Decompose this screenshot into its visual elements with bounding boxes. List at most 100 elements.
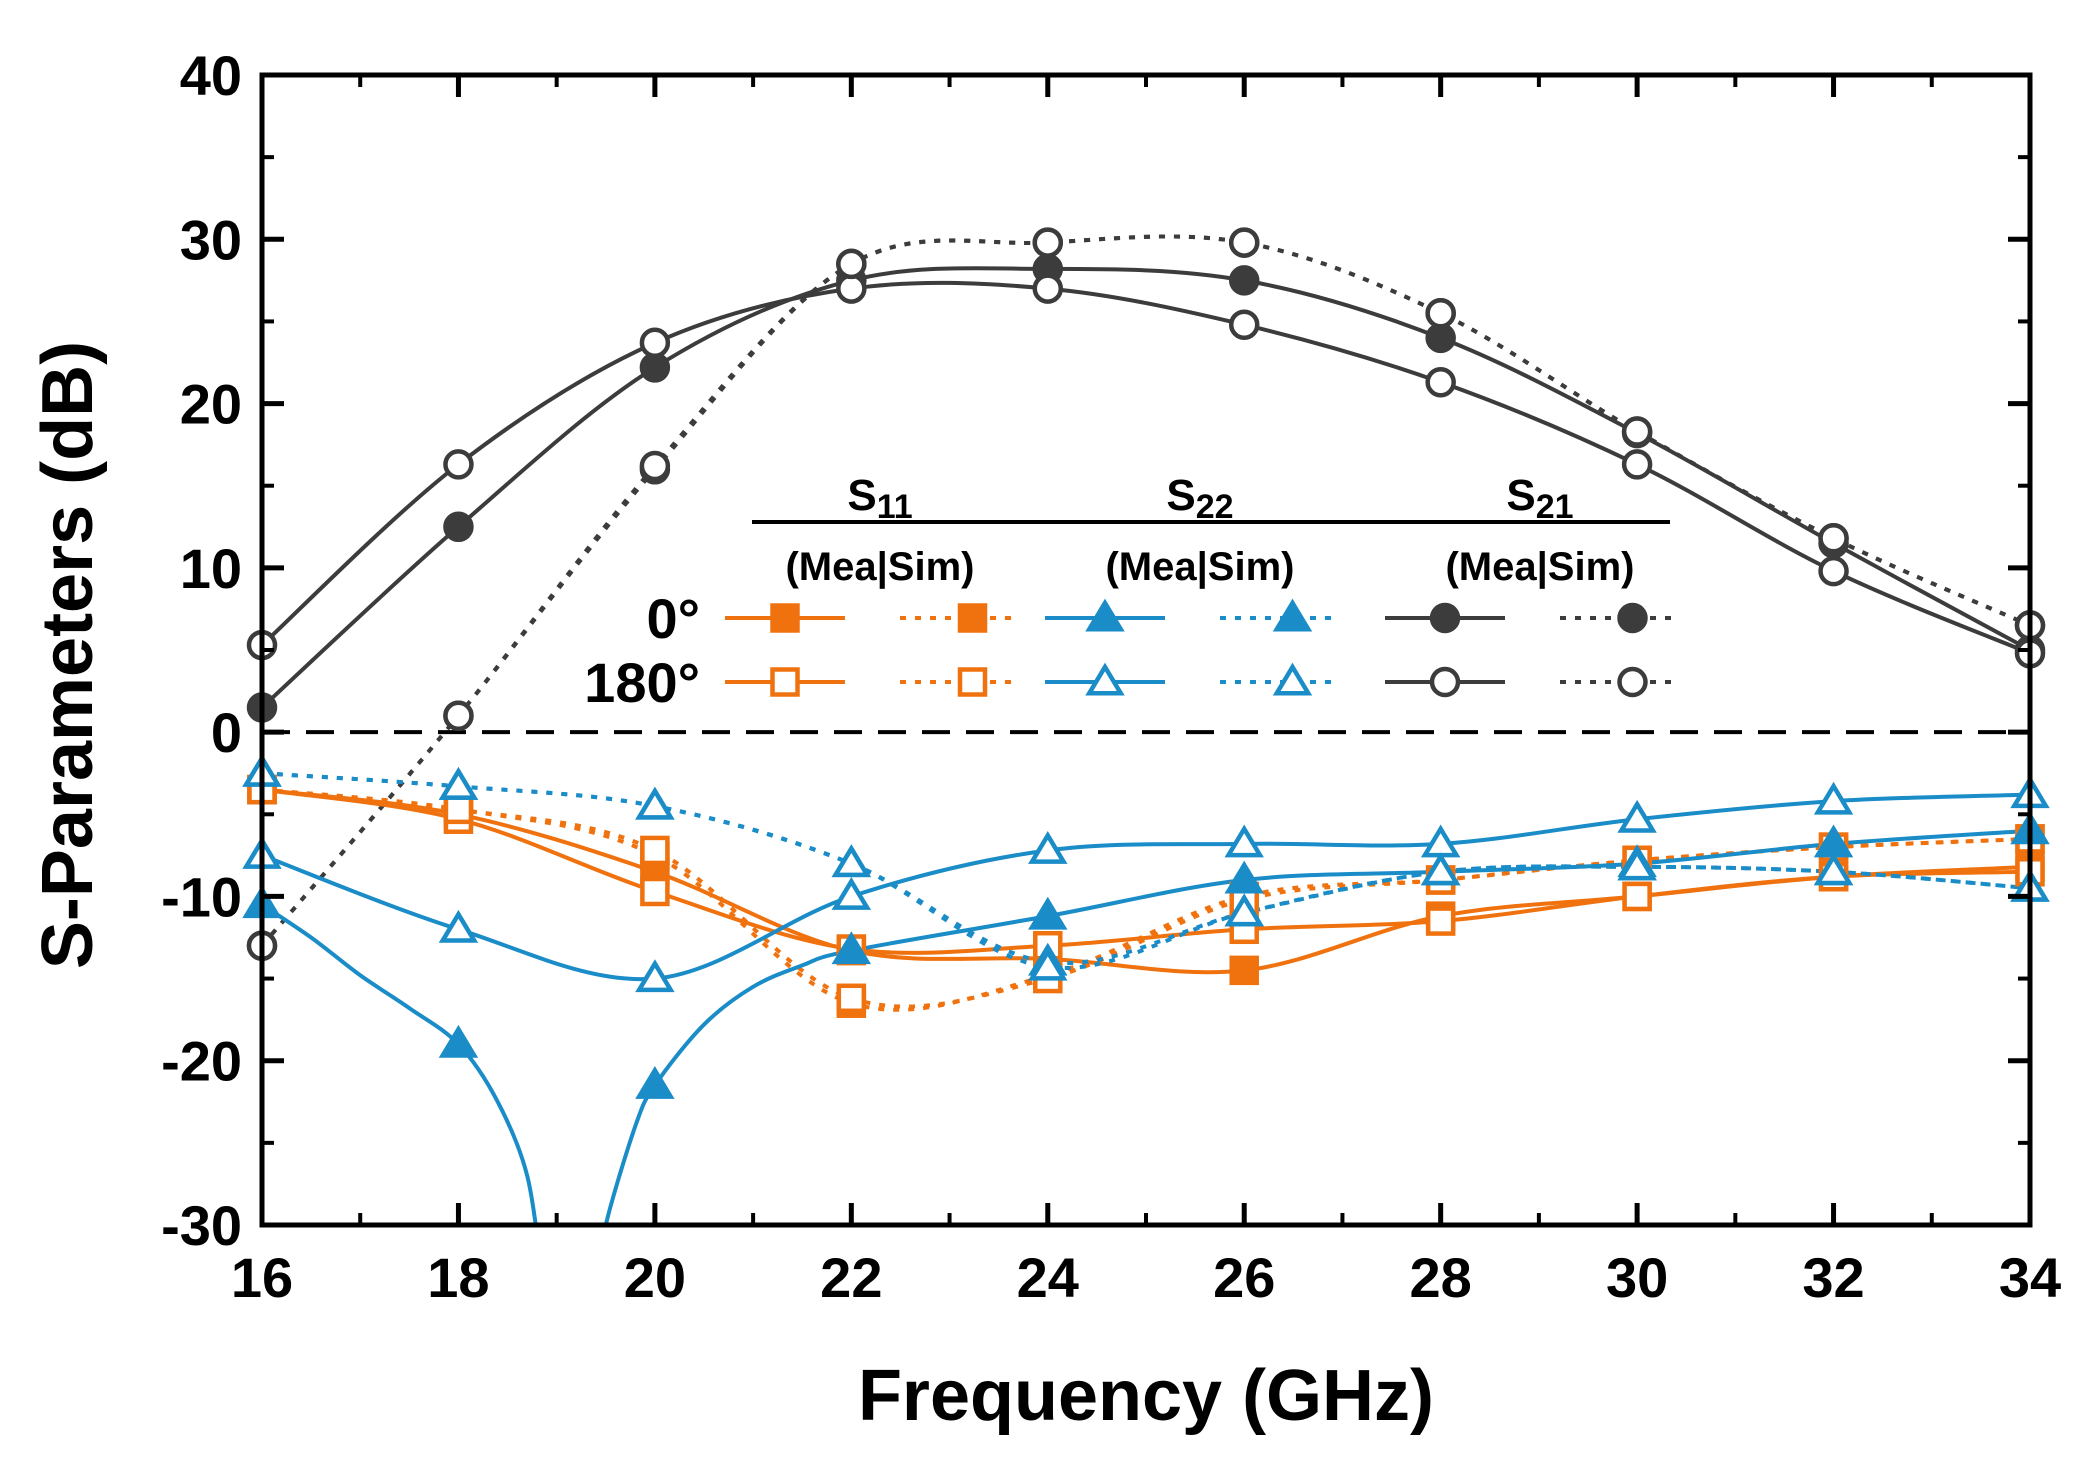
series-line-s22-0-sim bbox=[262, 771, 2030, 966]
x-tick-label: 26 bbox=[1213, 1246, 1275, 1309]
axes bbox=[259, 72, 2033, 1228]
y-tick-label: 10 bbox=[180, 537, 242, 600]
series-line-s21-180-sim bbox=[262, 234, 2030, 947]
y-tick-label: 0 bbox=[211, 701, 242, 764]
data-point-s22-180-sim bbox=[1813, 852, 1854, 886]
legend-marker-measured bbox=[1429, 666, 1461, 698]
x-tick-label: 32 bbox=[1802, 1246, 1864, 1309]
legend-marker-measured bbox=[770, 667, 800, 697]
series-line-s21-0-mea bbox=[262, 266, 2030, 709]
data-point-s21-180-mea bbox=[1818, 555, 1849, 587]
legend-marker-measured bbox=[1085, 598, 1125, 632]
y-tick-label: 40 bbox=[180, 44, 242, 107]
series-line-s22-180-mea bbox=[262, 792, 2030, 982]
legend-header-s11: S11 bbox=[847, 471, 912, 526]
legend-header-s21: S21 bbox=[1506, 471, 1573, 526]
y-tick-label: -30 bbox=[161, 1194, 242, 1257]
data-point-s22-180-mea bbox=[831, 877, 872, 910]
legend-marker-simulated bbox=[957, 603, 988, 633]
data-point-s21-180-mea bbox=[1228, 309, 1260, 340]
data-point-s22-180-mea bbox=[1813, 781, 1854, 815]
data-point-s21-180-mea bbox=[836, 273, 867, 304]
y-tick-label: 30 bbox=[180, 208, 242, 271]
x-tick-label: 34 bbox=[1999, 1246, 2061, 1309]
data-point-s11-180-sim bbox=[640, 835, 670, 866]
data-point-s21-0-mea bbox=[639, 352, 671, 383]
legend-column-label: (Mea|Sim) bbox=[1445, 545, 1634, 589]
y-tick-label: -20 bbox=[161, 1030, 242, 1093]
legend-marker-measured bbox=[1085, 662, 1125, 696]
data-point-s21-180-mea bbox=[443, 449, 474, 480]
data-point-s22-180-mea bbox=[635, 959, 675, 993]
x-tick-label: 22 bbox=[820, 1246, 882, 1309]
data-point-s11-0-mea bbox=[1229, 955, 1259, 986]
x-tick-label: 24 bbox=[1017, 1246, 1079, 1309]
data-point-s21-0-mea bbox=[443, 511, 474, 543]
data-point-s21-0-mea bbox=[1425, 322, 1456, 354]
data-point-s22-0-mea bbox=[1028, 896, 1068, 930]
data-point-s21-180-sim bbox=[1425, 297, 1456, 329]
data-point-s22-0-mea bbox=[438, 1024, 479, 1058]
plot-markers bbox=[242, 227, 2050, 1099]
legend-column-label: (Mea|Sim) bbox=[785, 545, 974, 589]
data-point-s22-180-sim bbox=[831, 844, 872, 878]
data-point-s21-180-sim bbox=[1032, 227, 1064, 258]
x-tick-label: 28 bbox=[1410, 1246, 1472, 1309]
legend-marker-simulated bbox=[957, 667, 988, 697]
data-point-s22-180-mea bbox=[438, 909, 479, 943]
x-tick-label: 30 bbox=[1606, 1246, 1668, 1309]
data-point-s22-180-mea bbox=[1028, 831, 1068, 864]
data-point-s11-180-mea bbox=[1425, 906, 1456, 936]
data-point-s21-180-sim bbox=[1228, 227, 1260, 258]
legend-marker-simulated bbox=[1272, 598, 1313, 632]
series-line-s22-0-mea-a bbox=[262, 902, 538, 1225]
series-line-s22-180-sim bbox=[262, 771, 2030, 971]
data-point-s21-180-sim bbox=[639, 450, 671, 482]
data-point-s22-0-mea bbox=[1224, 860, 1264, 894]
legend: S11 (Mea|Sim) S22 (Mea|Sim) S21 (Mea|Sim) 0°18… bbox=[584, 471, 1675, 714]
series-line-s21-180-mea bbox=[262, 280, 2030, 656]
data-point-s11-180-mea bbox=[640, 876, 670, 907]
data-point-s22-180-sim bbox=[438, 766, 479, 800]
data-point-s21-180-mea bbox=[1621, 449, 1653, 480]
legend-marker-measured bbox=[770, 603, 800, 633]
legend-marker-measured bbox=[1429, 602, 1461, 634]
data-point-s21-180-sim bbox=[836, 248, 867, 280]
series-line-s21-0-sim bbox=[262, 234, 2030, 947]
series-line-s11-180-mea bbox=[262, 787, 2030, 955]
legend-header-subscript: 11 bbox=[877, 488, 913, 526]
y-tick-label: 20 bbox=[180, 373, 242, 436]
x-axis-title: Frequency (GHz) bbox=[858, 1356, 1434, 1436]
data-point-s11-180-sim bbox=[443, 794, 474, 825]
data-point-s22-180-sim bbox=[1420, 852, 1461, 886]
legend-marker-simulated bbox=[1272, 662, 1313, 696]
legend-header-subscript: 22 bbox=[1196, 488, 1234, 526]
data-point-s22-0-mea bbox=[635, 1065, 675, 1099]
legend-marker-simulated bbox=[1617, 666, 1648, 698]
plot-frame bbox=[259, 72, 2033, 1228]
x-tick-label: 16 bbox=[231, 1246, 293, 1309]
x-tick-label: 20 bbox=[624, 1246, 686, 1309]
data-point-s22-180-mea bbox=[1617, 799, 1657, 833]
series-line-s11-0-sim bbox=[262, 787, 2030, 1012]
legend-column-label: (Mea|Sim) bbox=[1105, 545, 1294, 589]
data-point-s22-180-sim bbox=[635, 786, 675, 820]
legend-row-label: 0° bbox=[646, 587, 700, 650]
data-point-s21-180-sim bbox=[443, 700, 474, 731]
data-point-s22-180-sim bbox=[1617, 847, 1657, 881]
x-tick-label: 18 bbox=[427, 1246, 489, 1309]
data-point-s22-180-sim bbox=[1224, 893, 1264, 927]
data-point-s21-0-mea bbox=[1228, 265, 1260, 296]
plot-curves bbox=[262, 234, 2030, 1225]
data-point-s21-180-sim bbox=[1818, 523, 1849, 554]
legend-header-s22: S22 bbox=[1166, 471, 1233, 526]
data-point-s11-180-sim bbox=[836, 983, 867, 1014]
data-point-s22-180-sim bbox=[1028, 947, 1068, 981]
y-axis-title: S-Parameters (dB) bbox=[28, 341, 108, 969]
data-point-s11-180-mea bbox=[1622, 881, 1652, 912]
data-point-s21-180-mea bbox=[639, 327, 671, 359]
legend-row-label: 180° bbox=[584, 651, 700, 714]
ticks: 16 18 20 22 24 26 28 30 32 34 -30 -20 -10 0 10 20 30 40 bbox=[161, 44, 2061, 1309]
legend-header-subscript: 21 bbox=[1536, 488, 1574, 526]
